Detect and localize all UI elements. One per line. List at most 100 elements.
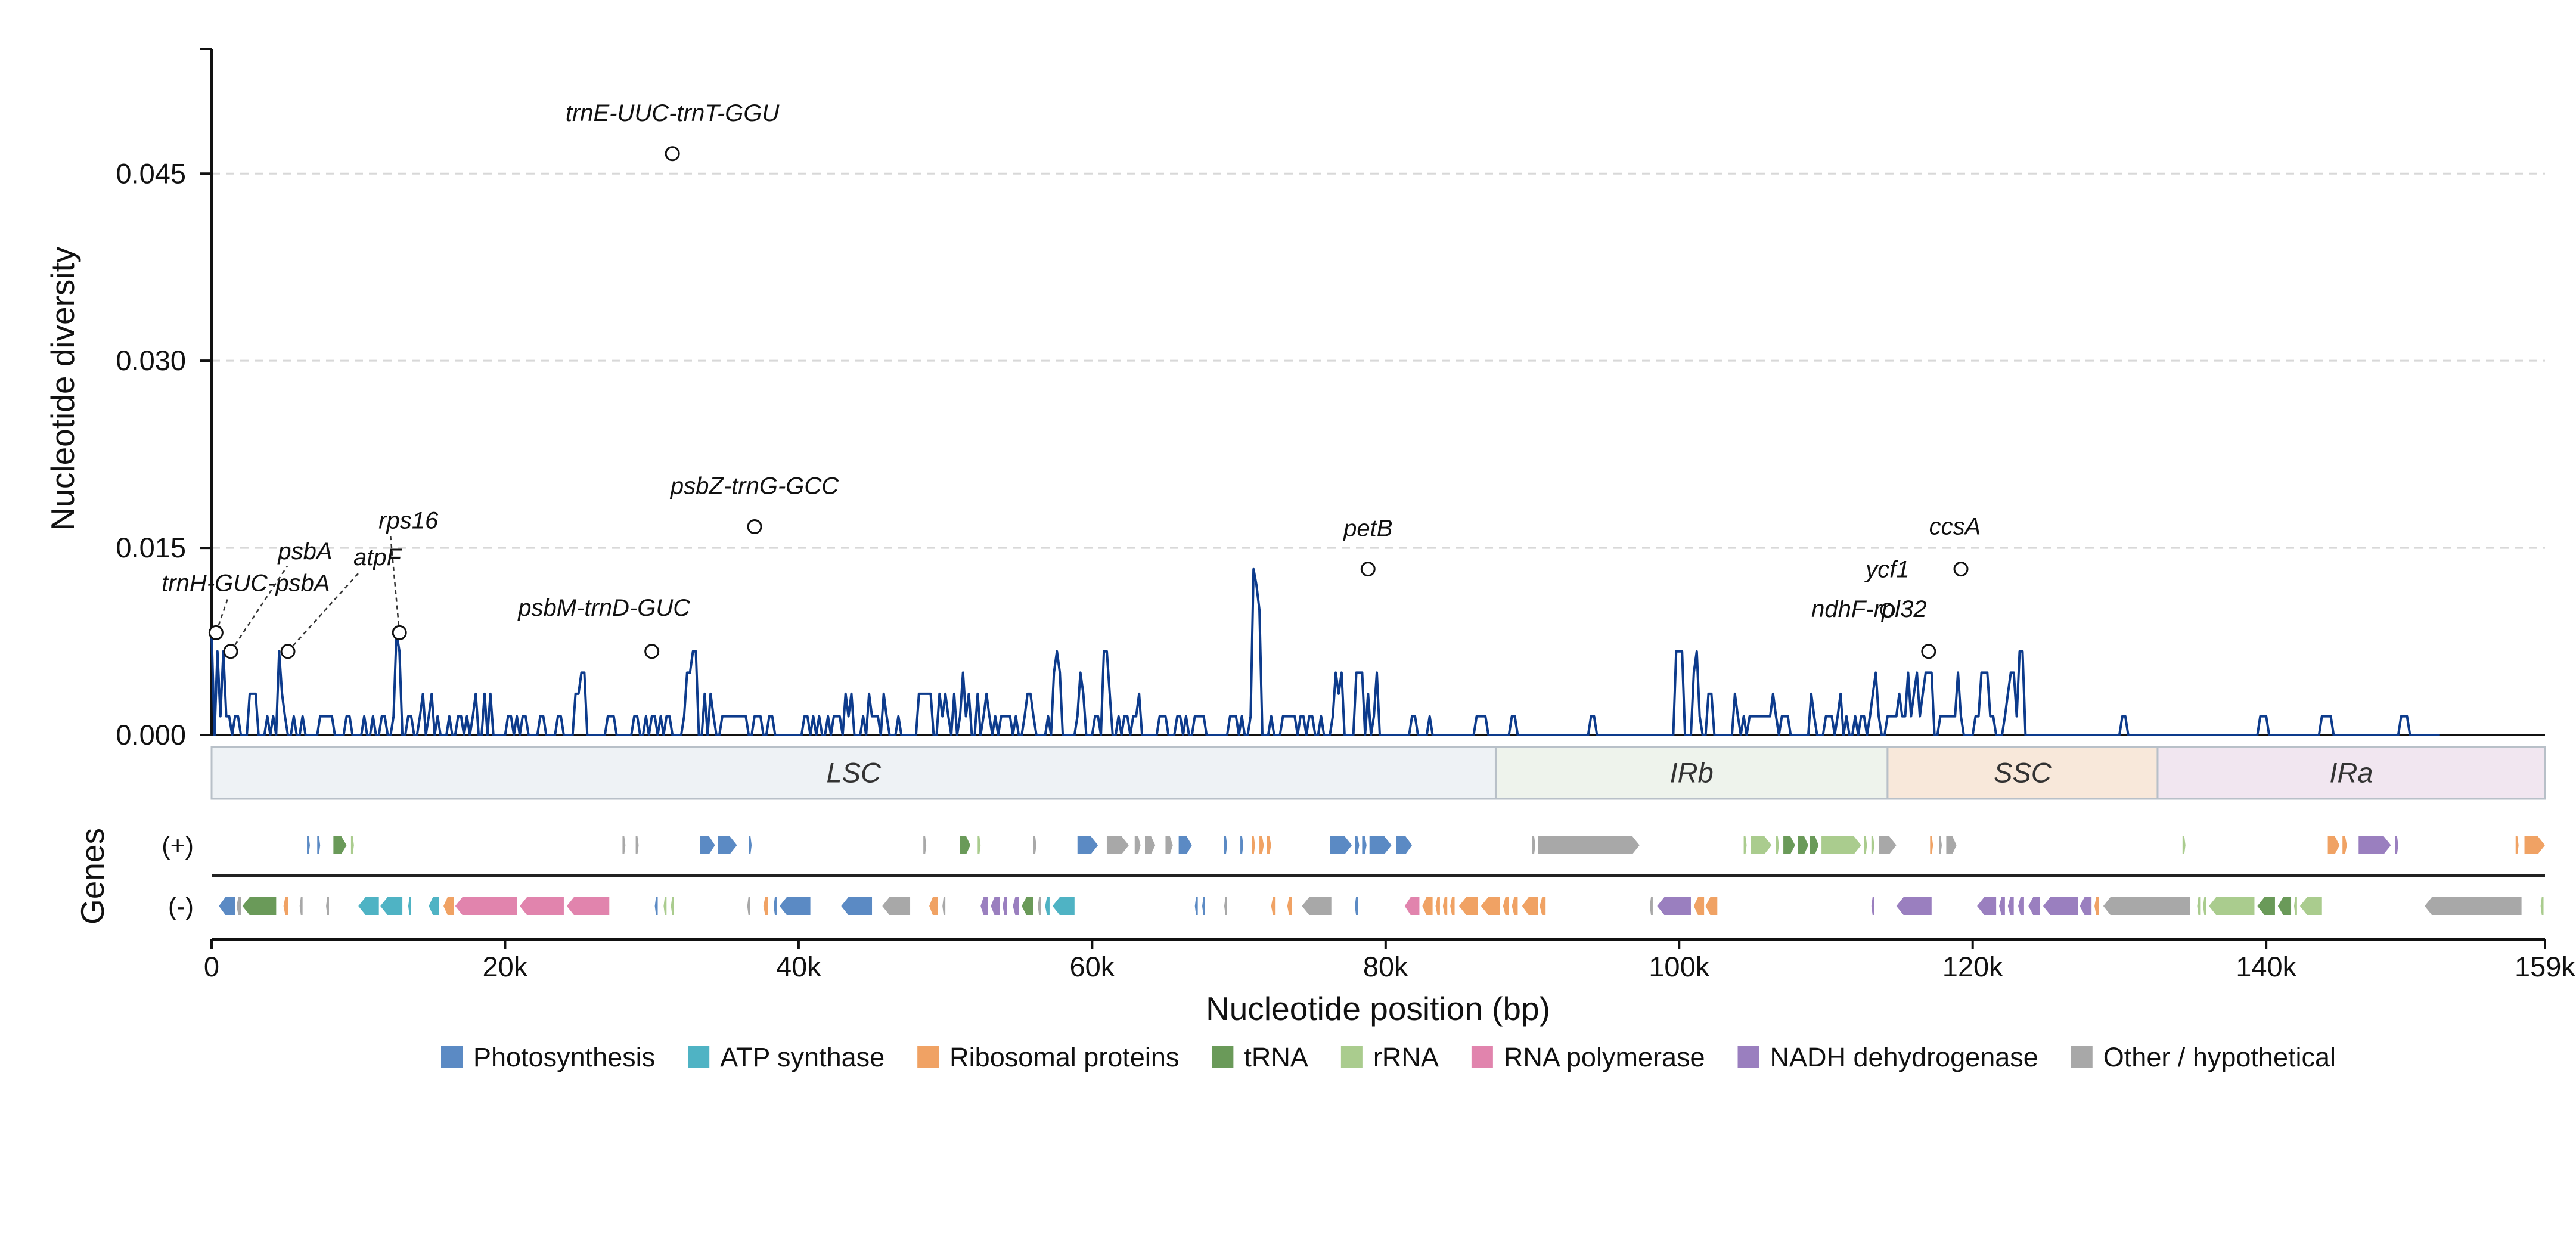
diversity-line bbox=[210, 567, 2440, 736]
gene-arrow bbox=[2342, 836, 2347, 854]
gene-arrow bbox=[1442, 897, 1448, 915]
gene-arrow bbox=[991, 897, 1000, 915]
peak-label: psbZ-trnG-GCC bbox=[670, 473, 839, 500]
peak-label: ycf1 bbox=[1864, 557, 1909, 583]
gene-arrow bbox=[429, 897, 439, 915]
gene-arrow bbox=[1999, 897, 2005, 915]
gene-arrow bbox=[663, 897, 667, 915]
peak-marker bbox=[1953, 562, 1969, 577]
gene-arrow bbox=[380, 897, 403, 915]
gene-arrow bbox=[1178, 836, 1192, 854]
gene-arrow bbox=[307, 836, 310, 854]
peak-label: ccsA bbox=[1929, 514, 1981, 540]
gene-arrow bbox=[2080, 897, 2092, 915]
legend-label: RNA polymerase bbox=[1504, 1042, 1705, 1072]
gene-arrow bbox=[763, 897, 768, 915]
gene-arrow bbox=[358, 897, 379, 915]
gene-arrow bbox=[1355, 897, 1358, 915]
gene-arrow bbox=[2540, 897, 2544, 915]
legend-swatch bbox=[1471, 1046, 1493, 1068]
gene-arrow bbox=[1287, 897, 1292, 915]
gene-arrow bbox=[1013, 897, 1019, 915]
y-tick-label: 0.030 bbox=[116, 345, 186, 376]
gene-arrow bbox=[1481, 897, 1500, 915]
gene-arrow bbox=[1522, 897, 1538, 915]
genes-axis-title: Genes bbox=[74, 828, 111, 925]
gene-arrow bbox=[942, 897, 946, 915]
gene-arrow bbox=[1705, 897, 1718, 915]
gene-arrow bbox=[2425, 897, 2522, 915]
x-tick-label: 20k bbox=[483, 951, 528, 982]
gene-arrow bbox=[1422, 897, 1433, 915]
peak-leader-line bbox=[287, 571, 360, 652]
gene-arrow bbox=[1693, 897, 1705, 915]
peak-label: trnH-GUC-psbA bbox=[162, 570, 330, 596]
gridlines bbox=[212, 172, 2545, 549]
peak-marker bbox=[1921, 644, 1936, 659]
gene-arrow bbox=[2018, 897, 2024, 915]
gene-arrow bbox=[1259, 836, 1264, 854]
gene-arrow bbox=[1977, 897, 1997, 915]
gene-arrow bbox=[2358, 836, 2391, 854]
gene-arrow bbox=[1512, 897, 1518, 915]
gene-arrow bbox=[977, 836, 981, 854]
gene-arrow bbox=[326, 897, 329, 915]
peak-leader-line bbox=[389, 535, 401, 633]
peak-label: psbA bbox=[277, 538, 332, 565]
plus-strand-label: (+) bbox=[162, 832, 194, 860]
legend-label: Ribosomal proteins bbox=[949, 1042, 1179, 1072]
region-irb bbox=[1494, 746, 1889, 800]
gene-arrow bbox=[747, 897, 750, 915]
gene-arrow bbox=[700, 836, 715, 854]
gene-arrow bbox=[774, 897, 777, 915]
gene-arrow bbox=[317, 836, 321, 854]
gene-arrow bbox=[283, 897, 288, 915]
legend-label: rRNA bbox=[1373, 1042, 1439, 1072]
x-tick-label: 159k bbox=[2515, 951, 2575, 982]
gene-arrow bbox=[841, 897, 873, 915]
x-axis-title: Nucleotide position (bp) bbox=[1206, 990, 1550, 1027]
gene-arrow bbox=[1783, 836, 1795, 854]
gene-arrow bbox=[2094, 897, 2099, 915]
gene-arrow bbox=[1271, 897, 1276, 915]
gene-arrow bbox=[1821, 836, 1861, 854]
gene-arrow bbox=[635, 836, 639, 854]
gene-arrow bbox=[1538, 836, 1640, 854]
gene-arrow bbox=[1743, 836, 1747, 854]
gene-arrow bbox=[1930, 836, 1933, 854]
legend-label: Photosynthesis bbox=[473, 1042, 655, 1072]
gene-arrow bbox=[960, 836, 970, 854]
gene-arrow bbox=[1404, 897, 1420, 915]
region-lsc bbox=[210, 746, 1497, 800]
gene-arrow bbox=[1896, 897, 1932, 915]
legend-swatch bbox=[917, 1046, 939, 1068]
gene-arrow bbox=[1052, 897, 1075, 915]
gene-arrow bbox=[1165, 836, 1173, 854]
gene-arrow bbox=[443, 897, 454, 915]
gene-arrow bbox=[1134, 836, 1141, 854]
y-tick-label: 0.045 bbox=[116, 157, 186, 189]
gene-arrow bbox=[1450, 897, 1455, 915]
gene-arrow bbox=[1751, 836, 1772, 854]
peak-marker bbox=[392, 625, 407, 640]
gene-arrow bbox=[2103, 897, 2190, 915]
gene-arrow bbox=[1657, 897, 1691, 915]
gene-arrow bbox=[455, 897, 517, 915]
gene-arrow bbox=[1045, 897, 1050, 915]
peak-label: rps16 bbox=[378, 507, 439, 534]
gene-arrow bbox=[2209, 897, 2255, 915]
gene-arrow bbox=[1776, 836, 1779, 854]
gene-arrow bbox=[1458, 897, 1478, 915]
legend-swatch bbox=[2071, 1046, 2093, 1068]
gene-arrow bbox=[1946, 836, 1957, 854]
region-band: LSC IRb SSC IRa bbox=[210, 746, 2546, 800]
legend-label: tRNA bbox=[1244, 1042, 1308, 1072]
peak-label: ndhF-rpl32 bbox=[1811, 596, 1926, 622]
region-ira bbox=[2156, 746, 2546, 800]
x-tick-label: 80k bbox=[1363, 951, 1408, 982]
gene-arrow bbox=[236, 897, 241, 915]
gene-arrow bbox=[654, 897, 658, 915]
legend-swatch bbox=[688, 1046, 710, 1068]
